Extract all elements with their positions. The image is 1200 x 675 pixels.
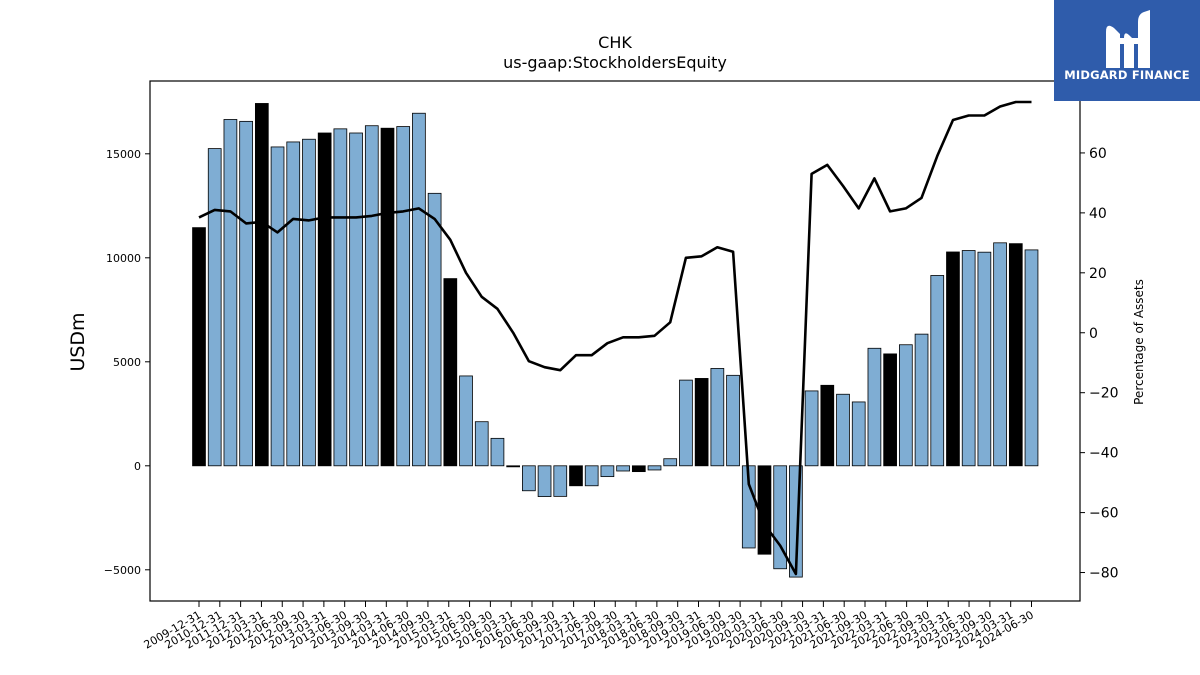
bar: [836, 393, 850, 467]
bar: [553, 465, 568, 497]
bar: [804, 390, 819, 467]
chart-subtitle: us-gaap:StockholdersEquity: [503, 53, 727, 72]
chart-title: CHK: [598, 33, 632, 52]
bar: [726, 374, 740, 467]
bar: [459, 375, 473, 467]
bar-series: [192, 103, 1039, 578]
brand-name: MIDGARD FINANCE: [1064, 68, 1190, 82]
bar: [914, 333, 929, 467]
bar: [569, 465, 583, 487]
bar: [270, 146, 285, 467]
y2-tick-label: 40: [1089, 206, 1107, 222]
y2-tick-label: −60: [1089, 506, 1119, 522]
bar: [600, 465, 615, 478]
bar: [820, 384, 835, 467]
bar: [474, 421, 489, 467]
axes: −5000050001000015000−80−60−40−2002040602…: [104, 80, 1119, 652]
bar: [993, 242, 1007, 467]
bar: [506, 465, 520, 468]
bar: [223, 119, 238, 467]
bar: [930, 275, 945, 467]
bar: [443, 278, 458, 467]
bar: [883, 353, 897, 467]
bar: [396, 126, 411, 467]
y-tick-label: −5000: [104, 564, 141, 577]
bar: [349, 132, 363, 467]
bar: [286, 141, 301, 467]
y2-tick-label: 20: [1089, 266, 1107, 282]
bar: [239, 120, 253, 467]
bar: [584, 465, 599, 487]
y-tick-label: 10000: [106, 252, 141, 265]
bar: [710, 368, 725, 467]
brand-logo: MIDGARD FINANCE: [1054, 0, 1200, 101]
bar: [207, 148, 222, 467]
y-axis-label: USDm: [67, 312, 89, 371]
y2-tick-label: −20: [1089, 386, 1119, 402]
bar: [192, 227, 206, 467]
bar: [851, 401, 866, 467]
y2-axis-label: Percentage of Assets: [1132, 279, 1146, 405]
y-tick-label: 5000: [113, 356, 141, 369]
bar: [961, 250, 976, 467]
bar: [898, 344, 913, 467]
bar: [317, 132, 332, 467]
bar: [946, 251, 960, 467]
y2-tick-label: −40: [1089, 446, 1119, 462]
bar: [522, 465, 536, 492]
line-series: [198, 100, 1032, 576]
bar: [537, 465, 552, 497]
bar: [616, 465, 630, 472]
bar: [380, 127, 395, 467]
y-tick-label: 0: [134, 460, 141, 473]
y2-tick-label: 0: [1089, 326, 1098, 342]
bar: [427, 192, 442, 467]
bar: [679, 379, 693, 467]
bar: [333, 128, 348, 467]
y2-tick-label: 60: [1089, 146, 1107, 162]
y2-tick-label: −80: [1089, 566, 1119, 582]
bar: [663, 458, 678, 467]
bar: [412, 112, 426, 467]
bar: [867, 347, 882, 467]
bar: [694, 378, 709, 467]
percentage-of-assets-line: [198, 100, 1032, 576]
bar: [977, 251, 992, 467]
bar: [647, 465, 662, 471]
bar: [302, 138, 316, 467]
bar: [631, 465, 646, 473]
y-tick-label: 15000: [106, 148, 141, 161]
brand-mark-icon: [1106, 10, 1150, 68]
bar: [1008, 243, 1023, 467]
bar: [364, 125, 379, 467]
bar: [254, 103, 269, 467]
bar: [1024, 249, 1039, 467]
bar: [490, 437, 505, 467]
